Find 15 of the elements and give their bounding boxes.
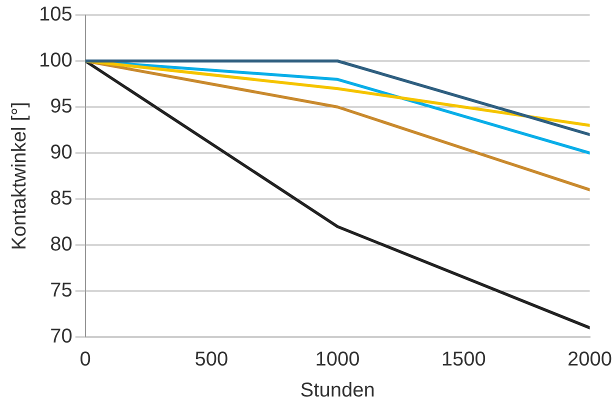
- x-tick-label: 0: [80, 348, 91, 371]
- y-tick-label: 85: [50, 188, 72, 210]
- y-tick-label: 70: [50, 326, 72, 348]
- y-tick-label: 95: [50, 96, 72, 118]
- y-tick-label: 80: [50, 234, 72, 256]
- y-tick-label: 75: [50, 280, 72, 302]
- y-axis-title: Kontaktwinkel [°]: [8, 102, 31, 250]
- y-tick-label: 90: [50, 142, 72, 164]
- x-axis-title: Stunden: [300, 380, 375, 402]
- x-tick-label: 500: [194, 348, 228, 371]
- y-tick-label: 100: [38, 50, 72, 72]
- x-tick-label: 2000: [568, 348, 612, 371]
- x-tick-label: 1500: [441, 348, 486, 371]
- y-tick-label: 105: [38, 4, 72, 26]
- x-tick-label: 1000: [315, 348, 360, 371]
